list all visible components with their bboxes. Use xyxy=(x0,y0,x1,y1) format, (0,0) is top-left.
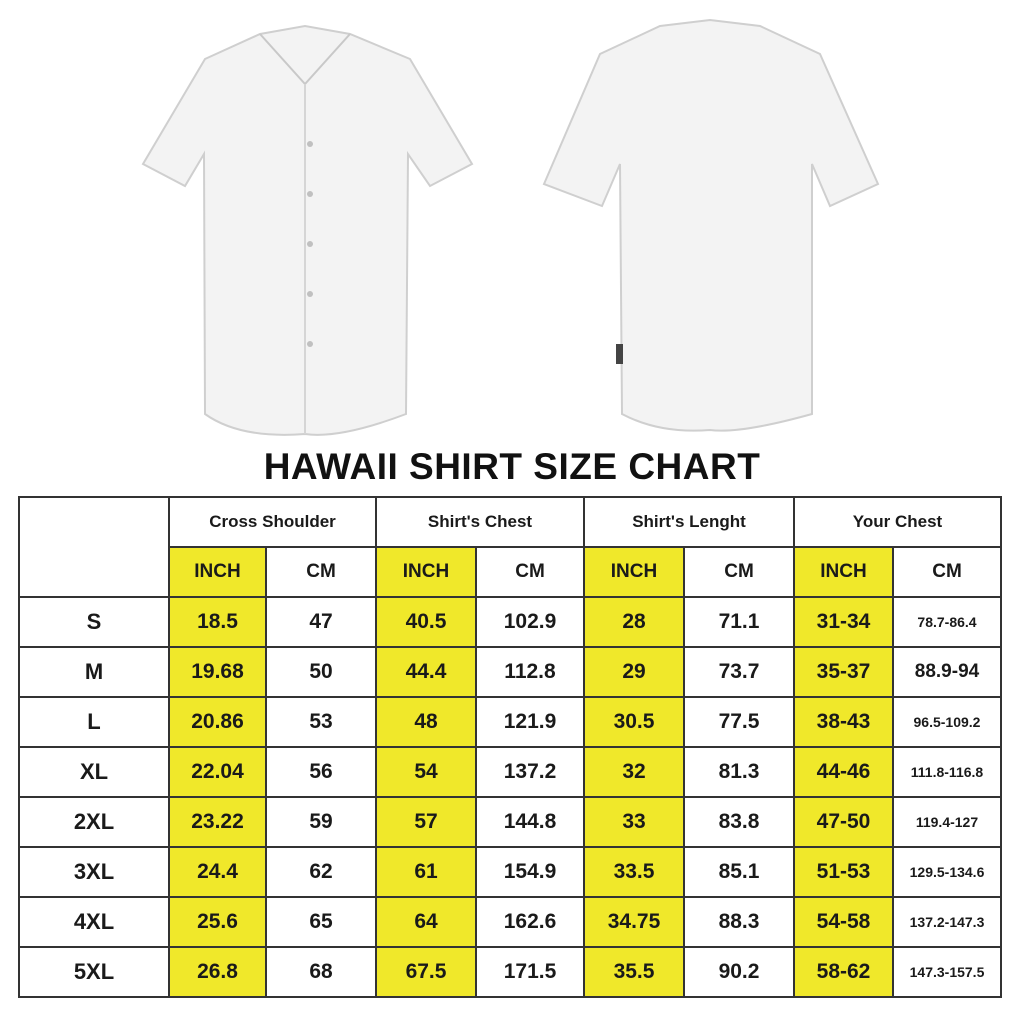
cm-cell: 71.1 xyxy=(683,596,795,648)
inch-cell: 18.5 xyxy=(168,596,267,648)
corner-cell xyxy=(18,496,170,598)
inch-cell: 51-53 xyxy=(793,846,894,898)
cm-cell: 137.2-147.3 xyxy=(892,896,1002,948)
cm-header: CM xyxy=(892,546,1002,598)
inch-cell: 44.4 xyxy=(375,646,477,698)
cm-cell: 96.5-109.2 xyxy=(892,696,1002,748)
inch-cell: 33 xyxy=(583,796,685,848)
cm-cell: 121.9 xyxy=(475,696,585,748)
cm-cell: 53 xyxy=(265,696,377,748)
inch-cell: 47-50 xyxy=(793,796,894,848)
cm-cell: 59 xyxy=(265,796,377,848)
inch-cell: 35.5 xyxy=(583,946,685,998)
group-header: Cross Shoulder xyxy=(168,496,377,548)
inch-cell: 38-43 xyxy=(793,696,894,748)
table-row: 4XL 25.6 65 64 162.6 34.75 88.3 54-58 137.2-147.… xyxy=(18,896,1002,948)
group-header: Shirt's Lenght xyxy=(583,496,795,548)
unit-row: INCH CM INCH CM INCH CM INCH CM xyxy=(19,546,1002,598)
cm-cell: 50 xyxy=(265,646,377,698)
page-title: HAWAII SHIRT SIZE CHART xyxy=(263,446,761,487)
cm-cell: 147.3-157.5 xyxy=(892,946,1002,998)
size-label: 5XL xyxy=(18,946,170,998)
inch-cell: 19.68 xyxy=(168,646,267,698)
cm-cell: 62 xyxy=(265,846,377,898)
cm-cell: 88.3 xyxy=(683,896,795,948)
cm-cell: 111.8-116.8 xyxy=(892,746,1002,798)
size-label: 2XL xyxy=(18,796,170,848)
inch-cell: 40.5 xyxy=(375,596,477,648)
table-row: 2XL 23.22 59 57 144.8 33 83.8 47-50 119.4-127 xyxy=(18,796,1002,848)
inch-cell: 33.5 xyxy=(583,846,685,898)
cm-cell: 154.9 xyxy=(475,846,585,898)
inch-cell: 22.04 xyxy=(168,746,267,798)
size-label: XL xyxy=(18,746,170,798)
size-label: M xyxy=(18,646,170,698)
inch-cell: 24.4 xyxy=(168,846,267,898)
inch-header: INCH xyxy=(793,546,894,598)
size-chart-table: Cross Shoulder Shirt's Chest Shirt's Lengh… xyxy=(18,496,1002,998)
cm-cell: 88.9-94 xyxy=(892,646,1002,698)
cm-cell: 90.2 xyxy=(683,946,795,998)
shirt-front-image xyxy=(141,24,474,436)
inch-cell: 20.86 xyxy=(168,696,267,748)
table-row: S 18.5 47 40.5 102.9 28 71.1 31-34 78.7-86.4 xyxy=(18,596,1002,648)
cm-cell: 171.5 xyxy=(475,946,585,998)
cm-cell: 65 xyxy=(265,896,377,948)
table-row: 5XL 26.8 68 67.5 171.5 35.5 90.2 58-62 147.3-157… xyxy=(18,946,1002,998)
inch-cell: 32 xyxy=(583,746,685,798)
inch-cell: 25.6 xyxy=(168,896,267,948)
inch-cell: 54-58 xyxy=(793,896,894,948)
inch-cell: 48 xyxy=(375,696,477,748)
inch-cell: 58-62 xyxy=(793,946,894,998)
cm-cell: 102.9 xyxy=(475,596,585,648)
cm-cell: 119.4-127 xyxy=(892,796,1002,848)
inch-cell: 28 xyxy=(583,596,685,648)
inch-cell: 23.22 xyxy=(168,796,267,848)
cm-cell: 77.5 xyxy=(683,696,795,748)
inch-header: INCH xyxy=(583,546,685,598)
size-label: L xyxy=(18,696,170,748)
table-row: L 20.86 53 48 121.9 30.5 77.5 38-43 96.5-109.2 xyxy=(18,696,1002,748)
inch-cell: 35-37 xyxy=(793,646,894,698)
group-header: Shirt's Chest xyxy=(375,496,585,548)
cm-cell: 137.2 xyxy=(475,746,585,798)
cm-cell: 112.8 xyxy=(475,646,585,698)
cm-cell: 68 xyxy=(265,946,377,998)
group-header: Your Chest xyxy=(793,496,1002,548)
cm-header: CM xyxy=(265,546,377,598)
cm-cell: 129.5-134.6 xyxy=(892,846,1002,898)
inch-cell: 57 xyxy=(375,796,477,848)
cm-header: CM xyxy=(475,546,585,598)
inch-cell: 30.5 xyxy=(583,696,685,748)
shirt-back-image xyxy=(542,18,880,432)
size-label: 4XL xyxy=(18,896,170,948)
cm-cell: 47 xyxy=(265,596,377,648)
table-row: XL 22.04 56 54 137.2 32 81.3 44-46 111.8-116.8 xyxy=(18,746,1002,798)
inch-cell: 67.5 xyxy=(375,946,477,998)
cm-cell: 56 xyxy=(265,746,377,798)
cm-cell: 78.7-86.4 xyxy=(892,596,1002,648)
cm-cell: 73.7 xyxy=(683,646,795,698)
header-row: Cross Shoulder Shirt's Chest Shirt's Lengh… xyxy=(18,496,1002,598)
cm-cell: 81.3 xyxy=(683,746,795,798)
inch-cell: 29 xyxy=(583,646,685,698)
table-row: 3XL 24.4 62 61 154.9 33.5 85.1 51-53 129.5-134.6 xyxy=(18,846,1002,898)
size-label: 3XL xyxy=(18,846,170,898)
inch-cell: 26.8 xyxy=(168,946,267,998)
inch-header: INCH xyxy=(168,546,267,598)
size-label: S xyxy=(18,596,170,648)
table-row: M 19.68 50 44.4 112.8 29 73.7 35-37 88.9-94 xyxy=(18,646,1002,698)
cm-header: CM xyxy=(683,546,795,598)
inch-cell: 54 xyxy=(375,746,477,798)
cm-cell: 144.8 xyxy=(475,796,585,848)
cm-cell: 162.6 xyxy=(475,896,585,948)
inch-header: INCH xyxy=(375,546,477,598)
cm-cell: 85.1 xyxy=(683,846,795,898)
inch-cell: 44-46 xyxy=(793,746,894,798)
inch-cell: 34.75 xyxy=(583,896,685,948)
inch-cell: 64 xyxy=(375,896,477,948)
cm-cell: 83.8 xyxy=(683,796,795,848)
inch-cell: 61 xyxy=(375,846,477,898)
inch-cell: 31-34 xyxy=(793,596,894,648)
